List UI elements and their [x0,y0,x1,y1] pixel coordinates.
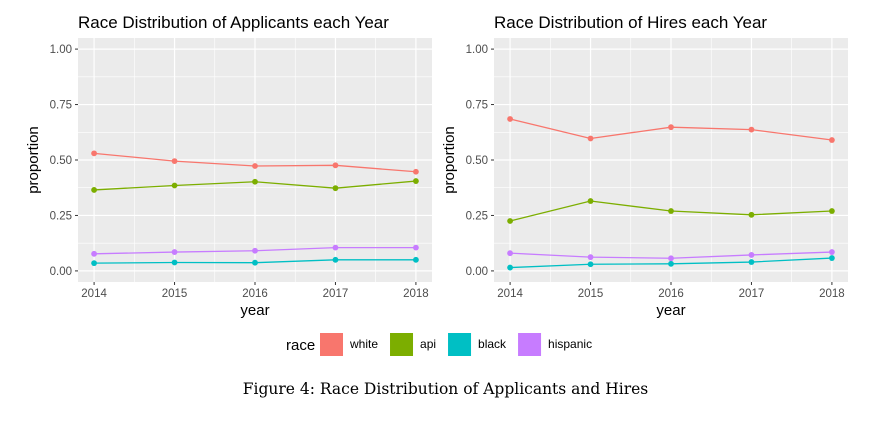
applicants-data-point-white [91,150,97,157]
hires-x-axis-title: year [656,302,685,319]
applicants-data-point-hispanic [252,247,258,254]
hires-data-point-hispanic [507,250,513,257]
applicants-x-tick-label: 2018 [403,288,429,300]
applicants-data-point-white [332,162,339,169]
hires-data-point-black [668,260,674,267]
hires-data-point-api [507,218,513,224]
legend-key-black [448,333,472,356]
applicants-data-point-white [252,163,258,169]
hires-data-point-hispanic [829,249,835,255]
hires-y-tick-label: 0.25 [466,210,488,222]
hires-data-point-white [748,126,755,133]
hires-y-tick-label: 0.75 [466,100,488,112]
applicants-y-axis-title: proportion [25,126,42,194]
applicants-x-tick-label: 2017 [323,288,349,300]
legend-key-hispanic [518,333,542,356]
applicants-y-tick-label: 0.50 [50,155,72,167]
applicants-y-tick-label: 1.00 [50,44,72,56]
applicants-data-point-api [91,187,97,193]
legend-key-white [320,333,343,356]
applicants-x-axis-title: year [240,302,269,319]
hires-x-tick-label: 2018 [819,288,845,300]
applicants-data-point-hispanic [332,244,339,251]
hires-chart-title: Race Distribution of Hires each Year [494,13,767,32]
legend-label-api: api [420,337,436,351]
figure-caption: Figure 4: Race Distribution of Applicant… [242,380,649,398]
hires-data-point-api [748,211,755,218]
applicants-data-point-api [171,182,178,189]
applicants-data-point-hispanic [413,244,419,251]
hires-x-tick-label: 2016 [658,288,684,300]
applicants-y-tick-label: 0.00 [50,266,72,278]
applicants-data-point-black [413,256,419,263]
applicants-y-tick-label: 0.25 [50,210,72,222]
hires-data-point-hispanic [587,254,594,261]
legend-label-black: black [478,337,507,351]
hires-data-point-api [668,208,674,214]
applicants-y-tick-label: 0.75 [50,100,72,112]
hires-y-tick-label: 1.00 [466,44,488,56]
hires-data-point-black [507,264,513,271]
hires-data-point-black [748,259,755,265]
applicants-data-point-black [171,259,178,266]
hires-x-tick-label: 2017 [739,288,765,300]
hires-x-tick-label: 2015 [578,288,604,300]
applicants-data-point-api [413,178,419,184]
applicants-x-tick-label: 2015 [162,288,188,300]
applicants-x-tick-label: 2014 [81,288,107,300]
hires-data-point-white [507,116,513,122]
applicants-data-point-hispanic [91,250,97,257]
hires-x-tick-label: 2014 [497,288,523,300]
applicants-x-tick-label: 2016 [242,288,268,300]
applicants-data-point-hispanic [171,249,178,255]
applicants-data-point-black [91,260,97,267]
hires-data-point-api [587,198,594,204]
applicants-chart-title: Race Distribution of Applicants each Yea… [78,13,389,32]
legend-label-white: white [349,337,378,351]
hires-data-point-hispanic [748,252,755,258]
hires-data-point-api [829,208,835,214]
hires-chart: Race Distribution of Hires each Year 0.0… [441,13,848,319]
applicants-data-point-api [332,185,339,192]
applicants-data-point-white [171,158,178,165]
legend-key-api [390,333,414,356]
hires-y-tick-label: 0.50 [466,155,488,167]
hires-y-tick-label: 0.00 [466,266,488,278]
hires-data-point-black [587,261,594,268]
hires-data-point-white [668,124,674,131]
legend-label-hispanic: hispanic [548,337,592,351]
hires-data-point-white [829,137,835,143]
applicants-data-point-white [413,168,419,175]
applicants-data-point-api [252,178,258,185]
hires-data-point-white [587,135,594,142]
applicants-data-point-black [332,256,339,263]
legend: race white api black hispanic [286,333,592,356]
hires-data-point-black [829,255,835,261]
hires-y-axis-title: proportion [441,126,458,194]
applicants-data-point-black [252,259,258,266]
legend-title: race [286,337,315,354]
applicants-chart: Race Distribution of Applicants each Yea… [25,13,432,319]
hires-data-point-hispanic [668,255,674,262]
